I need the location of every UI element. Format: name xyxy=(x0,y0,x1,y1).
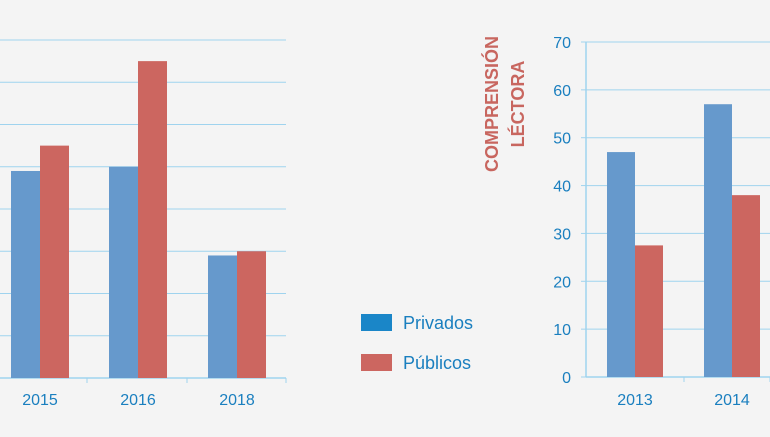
y-tick-label: 40 xyxy=(553,179,571,196)
legend-swatch-privados xyxy=(361,314,392,331)
bar-privados-2015 xyxy=(11,170,40,378)
y-tick-label: 30 xyxy=(553,226,571,243)
x-tick-label: 2015 xyxy=(22,392,58,409)
y-tick-label: 10 xyxy=(553,322,571,339)
bar-públicos-2018 xyxy=(237,251,266,378)
y-tick-label: 20 xyxy=(553,274,571,291)
y-tick-label: 0 xyxy=(562,370,571,387)
chart-legend: Privados Públicos xyxy=(361,313,473,373)
bar-privados-2018 xyxy=(208,255,237,378)
bar-privados-2014 xyxy=(704,104,732,377)
legend-label: Públicos xyxy=(403,353,471,373)
y-axis-title: COMPRENSIÓN LÉCTORA xyxy=(481,36,528,172)
y-axis-title-line-1: COMPRENSIÓN xyxy=(481,36,502,172)
bar-públicos-2013 xyxy=(635,245,663,377)
right-chart: 0 10 20 30 40 50 60 70 2013 2014 COMPRENSIÓN LÉCTOR… xyxy=(481,35,770,409)
bar-públicos-2016 xyxy=(138,61,167,378)
bar-privados-2016 xyxy=(109,166,138,378)
y-tick-label: 50 xyxy=(553,131,571,148)
x-tick-label: 2018 xyxy=(219,392,255,409)
bar-privados-2013 xyxy=(607,152,635,377)
y-tick-label: 60 xyxy=(553,83,571,100)
x-tick-label: 2013 xyxy=(617,392,653,409)
bar-públicos-2015 xyxy=(40,145,69,378)
y-axis-title-line-2: LÉCTORA xyxy=(507,61,528,148)
left-chart: 2015 2016 2018 xyxy=(0,39,287,409)
legend-swatch-públicos xyxy=(361,354,392,371)
y-tick-label: 70 xyxy=(553,35,571,52)
bar-públicos-2014 xyxy=(732,195,760,377)
x-tick-label: 2016 xyxy=(120,392,156,409)
x-tick-label: 2014 xyxy=(714,392,750,409)
legend-label: Privados xyxy=(403,313,473,333)
